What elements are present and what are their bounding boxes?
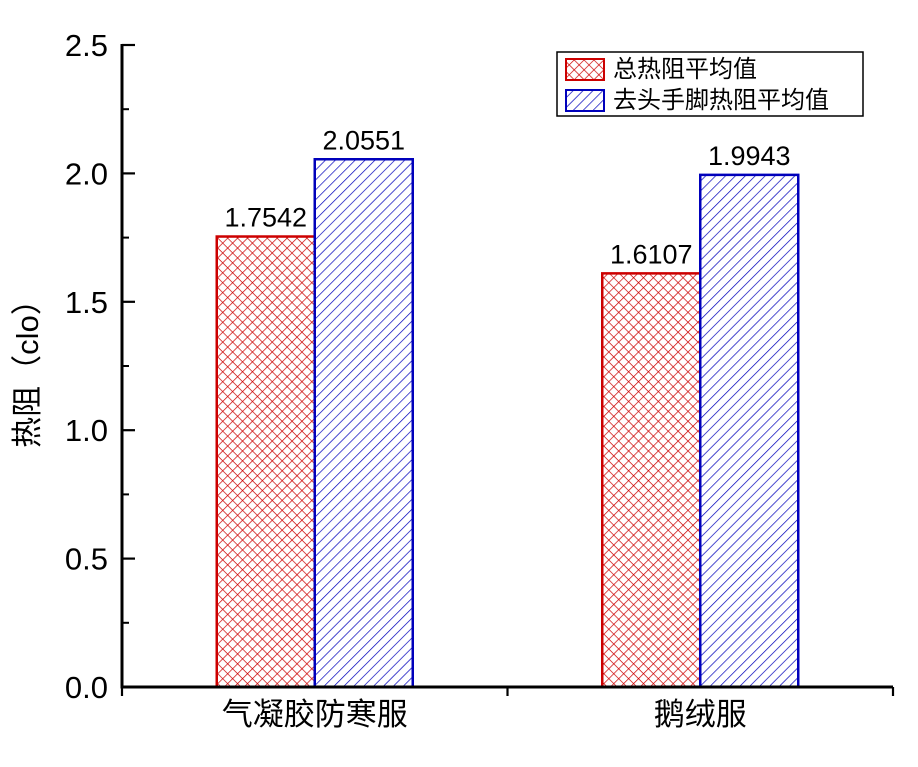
bar-value-label-series0-cat1: 1.6107	[610, 239, 693, 269]
y-tick-label-2: 1.0	[65, 413, 108, 448]
bar-value-label-series0-cat0: 1.7542	[224, 203, 307, 233]
bar-series0-cat0	[215, 235, 316, 689]
bar-value-label-series1-cat1: 1.9943	[708, 141, 791, 171]
legend-swatch-0	[565, 58, 605, 81]
x-category-label-0: 气凝胶防寒服	[222, 697, 408, 732]
bar-series0-cat1	[601, 272, 702, 689]
y-axis-title: 热阻（clo）	[10, 284, 45, 448]
y-tick-label-1: 0.5	[65, 542, 108, 577]
legend-label-0: 总热阻平均值	[613, 56, 757, 83]
y-tick-label-0: 0.0	[65, 670, 108, 705]
legend-swatch-1	[565, 89, 605, 112]
y-tick-label-5: 2.5	[65, 28, 108, 63]
y-tick-label-4: 2.0	[65, 156, 108, 191]
legend-label-1: 去头手脚热阻平均值	[613, 87, 829, 114]
y-tick-label-3: 1.5	[65, 285, 108, 320]
bar-series1-cat0	[313, 158, 414, 689]
bar-series1-cat1	[699, 173, 800, 689]
bar-value-label-series1-cat0: 2.0551	[322, 125, 405, 155]
x-category-label-1: 鹅绒服	[654, 697, 747, 732]
legend-box	[556, 51, 864, 117]
